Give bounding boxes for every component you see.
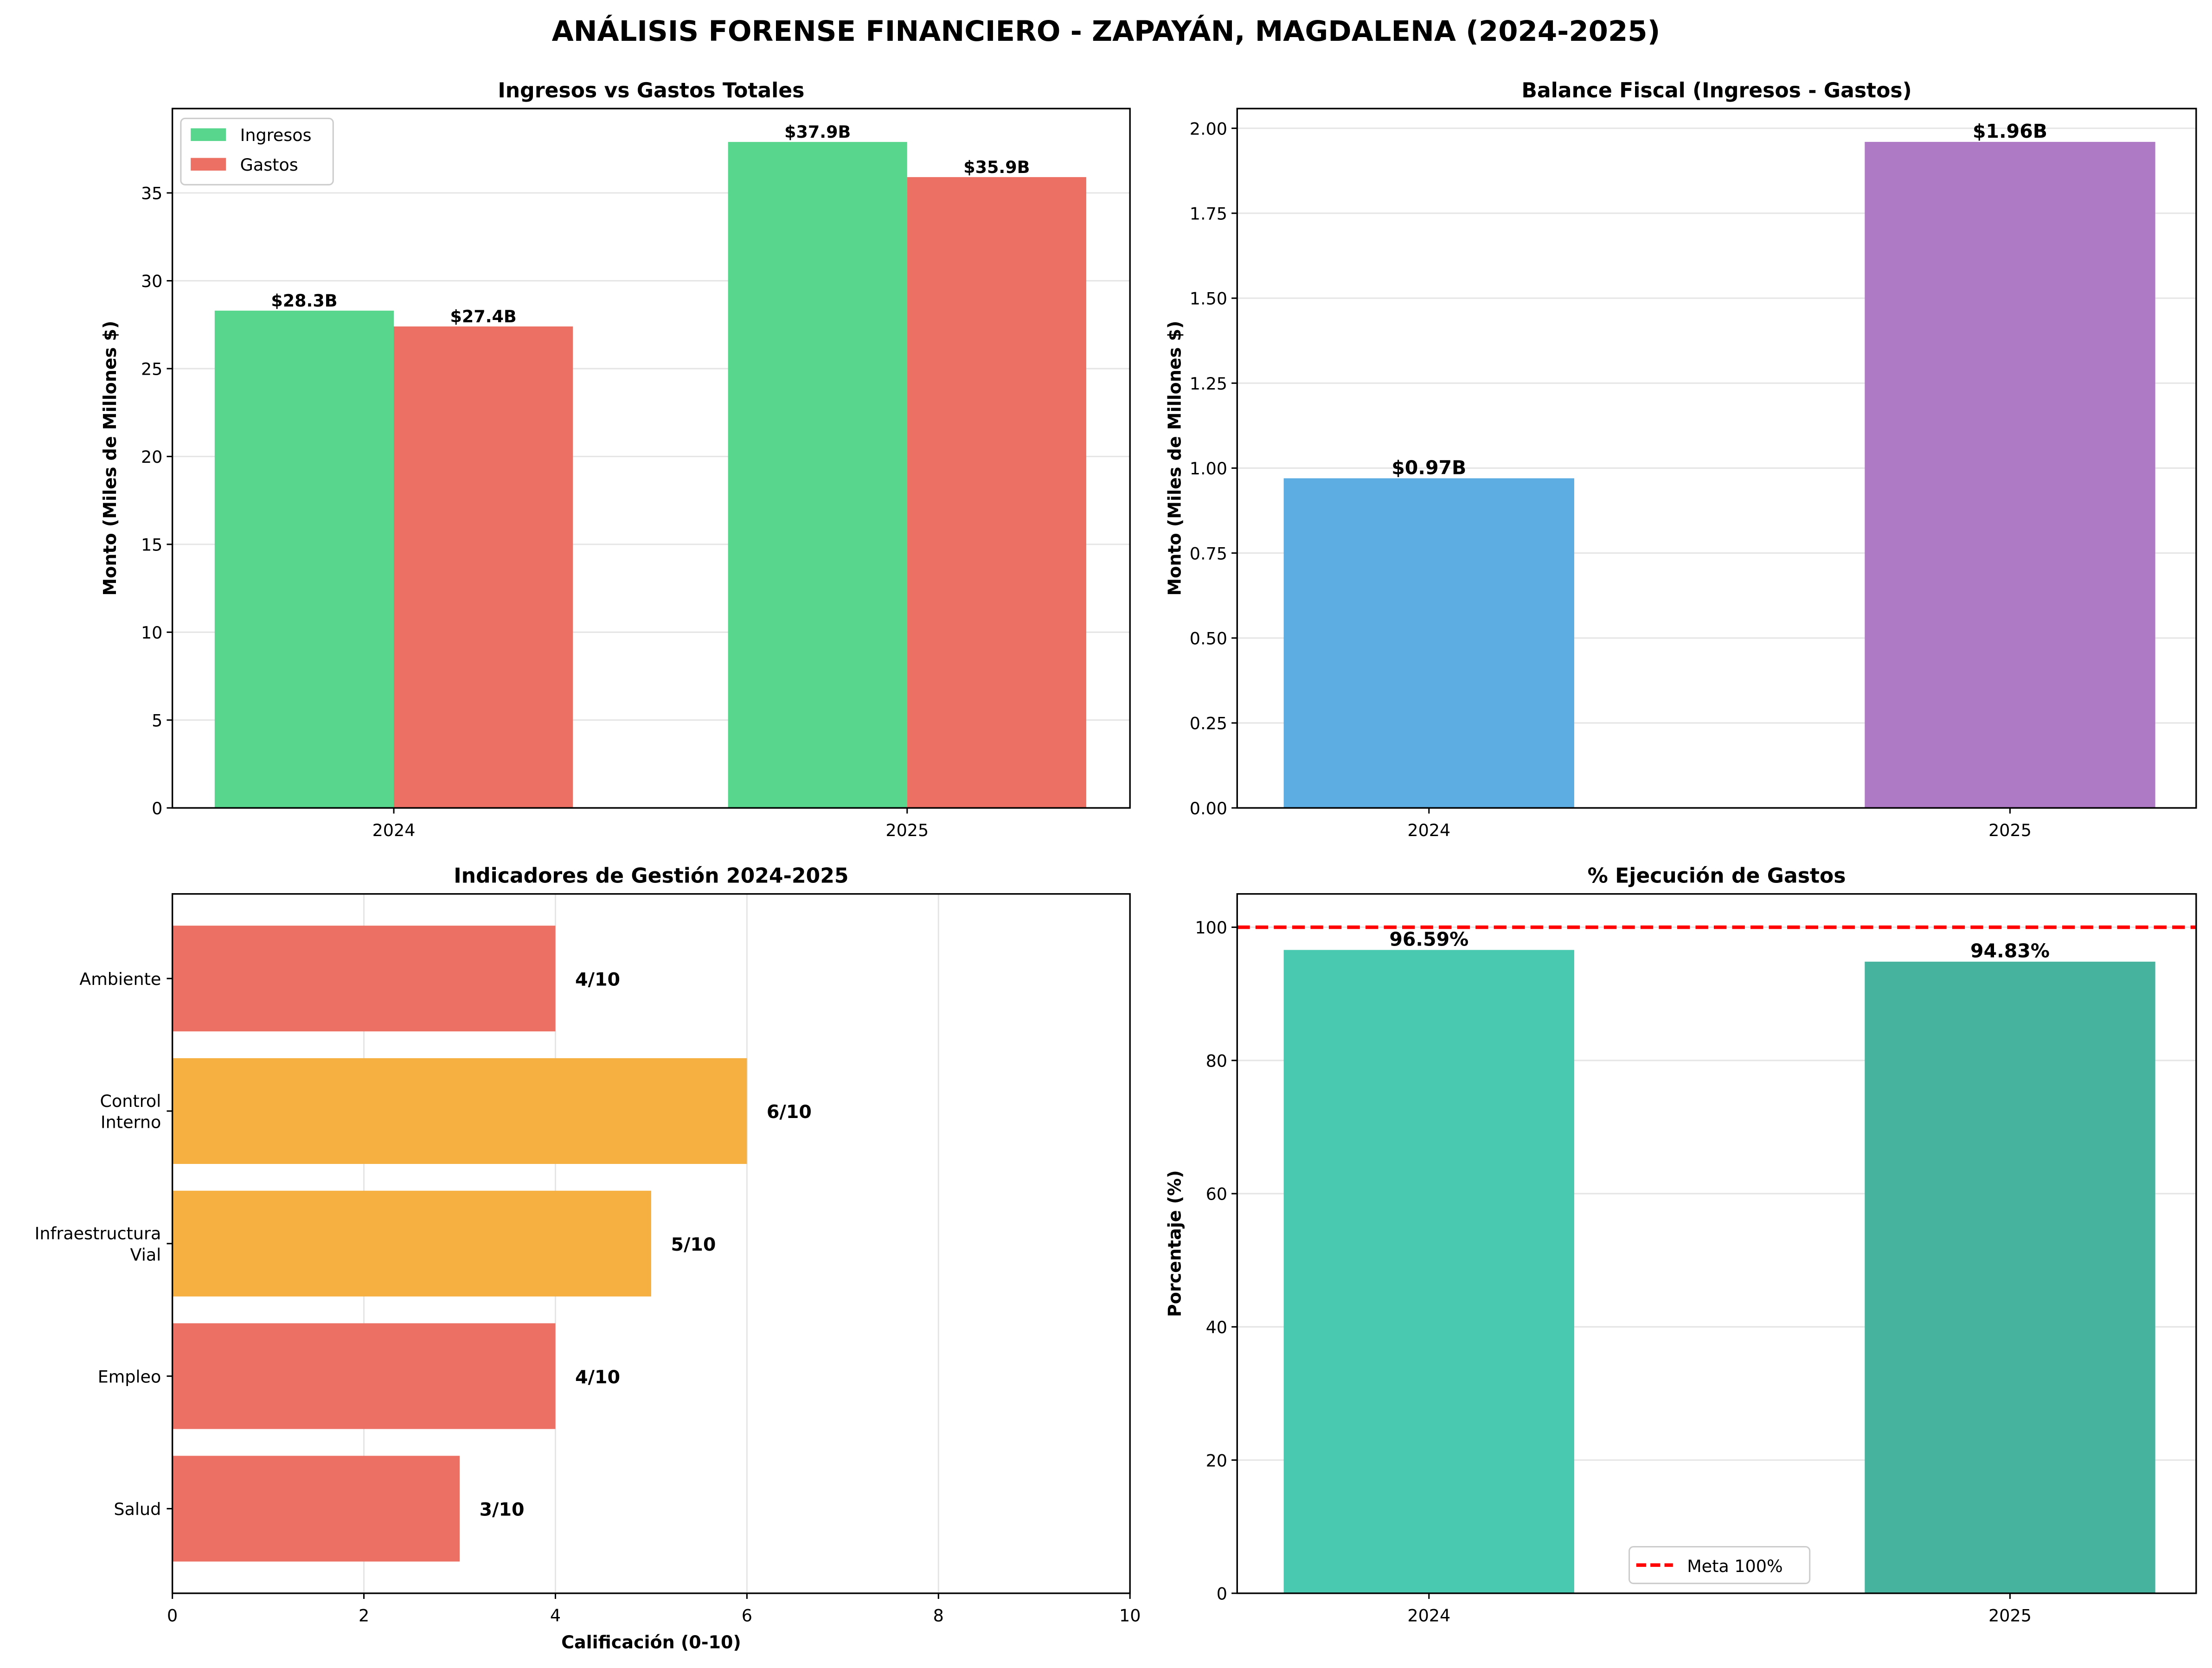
y-tick-label: Infraestructura (35, 1224, 161, 1244)
bar-value-label: 4/10 (575, 1367, 620, 1388)
bar-value-label: 6/10 (767, 1101, 812, 1123)
x-tick-label: 6 (742, 1606, 752, 1626)
bar-ingresos-2024 (214, 310, 394, 808)
legend-swatch-gastos (191, 158, 226, 171)
bar-value-label: $27.4B (450, 307, 517, 326)
chart-title: Indicadores de Gestión 2024-2025 (454, 864, 848, 888)
y-tick-label: 60 (1206, 1184, 1227, 1204)
y-tick-label: 1.25 (1190, 374, 1227, 394)
bar-salud (172, 1456, 460, 1562)
bar-value-label: 3/10 (480, 1499, 525, 1521)
x-tick-label: 4 (550, 1606, 561, 1626)
x-axis-label: Calificación (0-10) (561, 1632, 741, 1652)
legend-label: Gastos (240, 155, 298, 175)
y-tick-label: Interno (101, 1112, 161, 1132)
y-tick-label: 1.50 (1190, 289, 1227, 309)
y-tick-label: Empleo (98, 1367, 161, 1387)
bar-empleo (172, 1323, 556, 1429)
axes-frame (1236, 108, 2197, 809)
bar-2024 (1283, 950, 1574, 1593)
y-tick-label: 100 (1195, 918, 1227, 938)
y-axis-label: Monto (Miles de Millones $) (1165, 321, 1185, 596)
y-tick-label: 10 (141, 623, 162, 643)
y-tick-label: 5 (152, 710, 162, 730)
legend-swatch-ingresos (191, 128, 226, 141)
x-tick-label: 2025 (1988, 820, 2032, 840)
legend-label: Ingresos (240, 125, 312, 145)
bar-2025 (1865, 961, 2155, 1593)
chart-title: Ingresos vs Gastos Totales (498, 79, 804, 102)
x-tick-label: 2024 (372, 820, 416, 840)
y-tick-label: 0.75 (1190, 543, 1227, 563)
bar-value-label: 96.59% (1389, 928, 1468, 950)
bar-value-label: $35.9B (963, 157, 1030, 177)
bar-gastos-2024 (394, 326, 573, 808)
legend-label: Meta 100% (1687, 1556, 1782, 1576)
y-tick-label: 25 (141, 359, 162, 379)
figure-title: ANÁLISIS FORENSE FINANCIERO - ZAPAYÁN, M… (552, 15, 1661, 48)
axes-frame (171, 893, 1131, 1594)
bar-value-label: $0.97B (1391, 456, 1466, 479)
y-tick-label: 20 (141, 447, 162, 467)
x-tick-label: 2024 (1407, 820, 1450, 840)
x-tick-label: 2024 (1407, 1606, 1450, 1626)
bar-value-label: 94.83% (1970, 940, 2050, 962)
y-tick-label: 0.00 (1190, 799, 1227, 818)
y-tick-label: 30 (141, 271, 162, 291)
chart-balance-fiscal: 0.00 0.25 0.50 0.75 1.00 1.25 1.50 1.75 2.00 Bala… (1165, 79, 2197, 840)
y-tick-label: 40 (1206, 1317, 1227, 1337)
y-tick-label: 20 (1206, 1451, 1227, 1470)
axes-frame (171, 108, 1131, 809)
bar-gastos-2025 (907, 177, 1086, 808)
bar-control-interno (172, 1058, 747, 1164)
y-tick-label: 0.25 (1190, 714, 1227, 734)
bar-ambiente (172, 926, 556, 1032)
chart-indicadores-gestion: 0 2 4 6 8 10 Indicadores de Gestión 2024-2025 C… (35, 864, 1141, 1652)
legend-box (1629, 1546, 1811, 1585)
legend: Ingresos Gastos (180, 117, 334, 185)
x-tick-label: 8 (933, 1606, 944, 1626)
x-tick-label: 0 (167, 1606, 178, 1626)
y-tick-label: Vial (130, 1245, 161, 1265)
y-tick-label: 0 (152, 799, 162, 818)
y-tick-label: 15 (141, 535, 162, 555)
bar-2025 (1865, 141, 2155, 808)
bar-value-label: $37.9B (784, 122, 851, 142)
bar-value-label: 5/10 (671, 1234, 716, 1255)
bar-ingresos-2025 (728, 142, 907, 808)
y-tick-label: 80 (1206, 1051, 1227, 1071)
y-tick-label: 2.00 (1190, 119, 1227, 139)
axes-frame (1236, 893, 2197, 1594)
y-tick-label: 1.00 (1190, 459, 1227, 479)
x-tick-label: 10 (1119, 1606, 1141, 1626)
x-tick-label: 2025 (885, 820, 929, 840)
bar-value-label: 4/10 (575, 969, 620, 990)
y-tick-label: 0 (1217, 1584, 1227, 1604)
y-tick-label: 35 (141, 184, 162, 204)
legend: Meta 100% (1629, 1546, 1811, 1585)
y-tick-label: 1.75 (1190, 204, 1227, 224)
x-tick-label: 2025 (1988, 1606, 2032, 1626)
chart-title: Balance Fiscal (Ingresos - Gastos) (1521, 79, 1911, 102)
y-tick-label: Control (100, 1091, 161, 1111)
bar-infraestructura-vial (172, 1190, 651, 1297)
x-tick-label: 2 (359, 1606, 369, 1626)
y-tick-label: Salud (114, 1499, 161, 1519)
chart-title: % Ejecución de Gastos (1588, 864, 1846, 888)
bar-value-label: $1.96B (1973, 120, 2047, 142)
bar-value-label: $28.3B (271, 291, 337, 311)
y-tick-label: 0.50 (1190, 629, 1227, 649)
bar-2024 (1283, 478, 1574, 808)
y-axis-label: Monto (Miles de Millones $) (100, 321, 120, 596)
y-tick-label: Ambiente (79, 969, 161, 989)
y-axis-label: Porcentaje (%) (1165, 1170, 1185, 1317)
chart-ejecucion-gastos: 0 20 40 60 80 100 % Ejecución de Gastos Porcent… (1165, 864, 2197, 1626)
